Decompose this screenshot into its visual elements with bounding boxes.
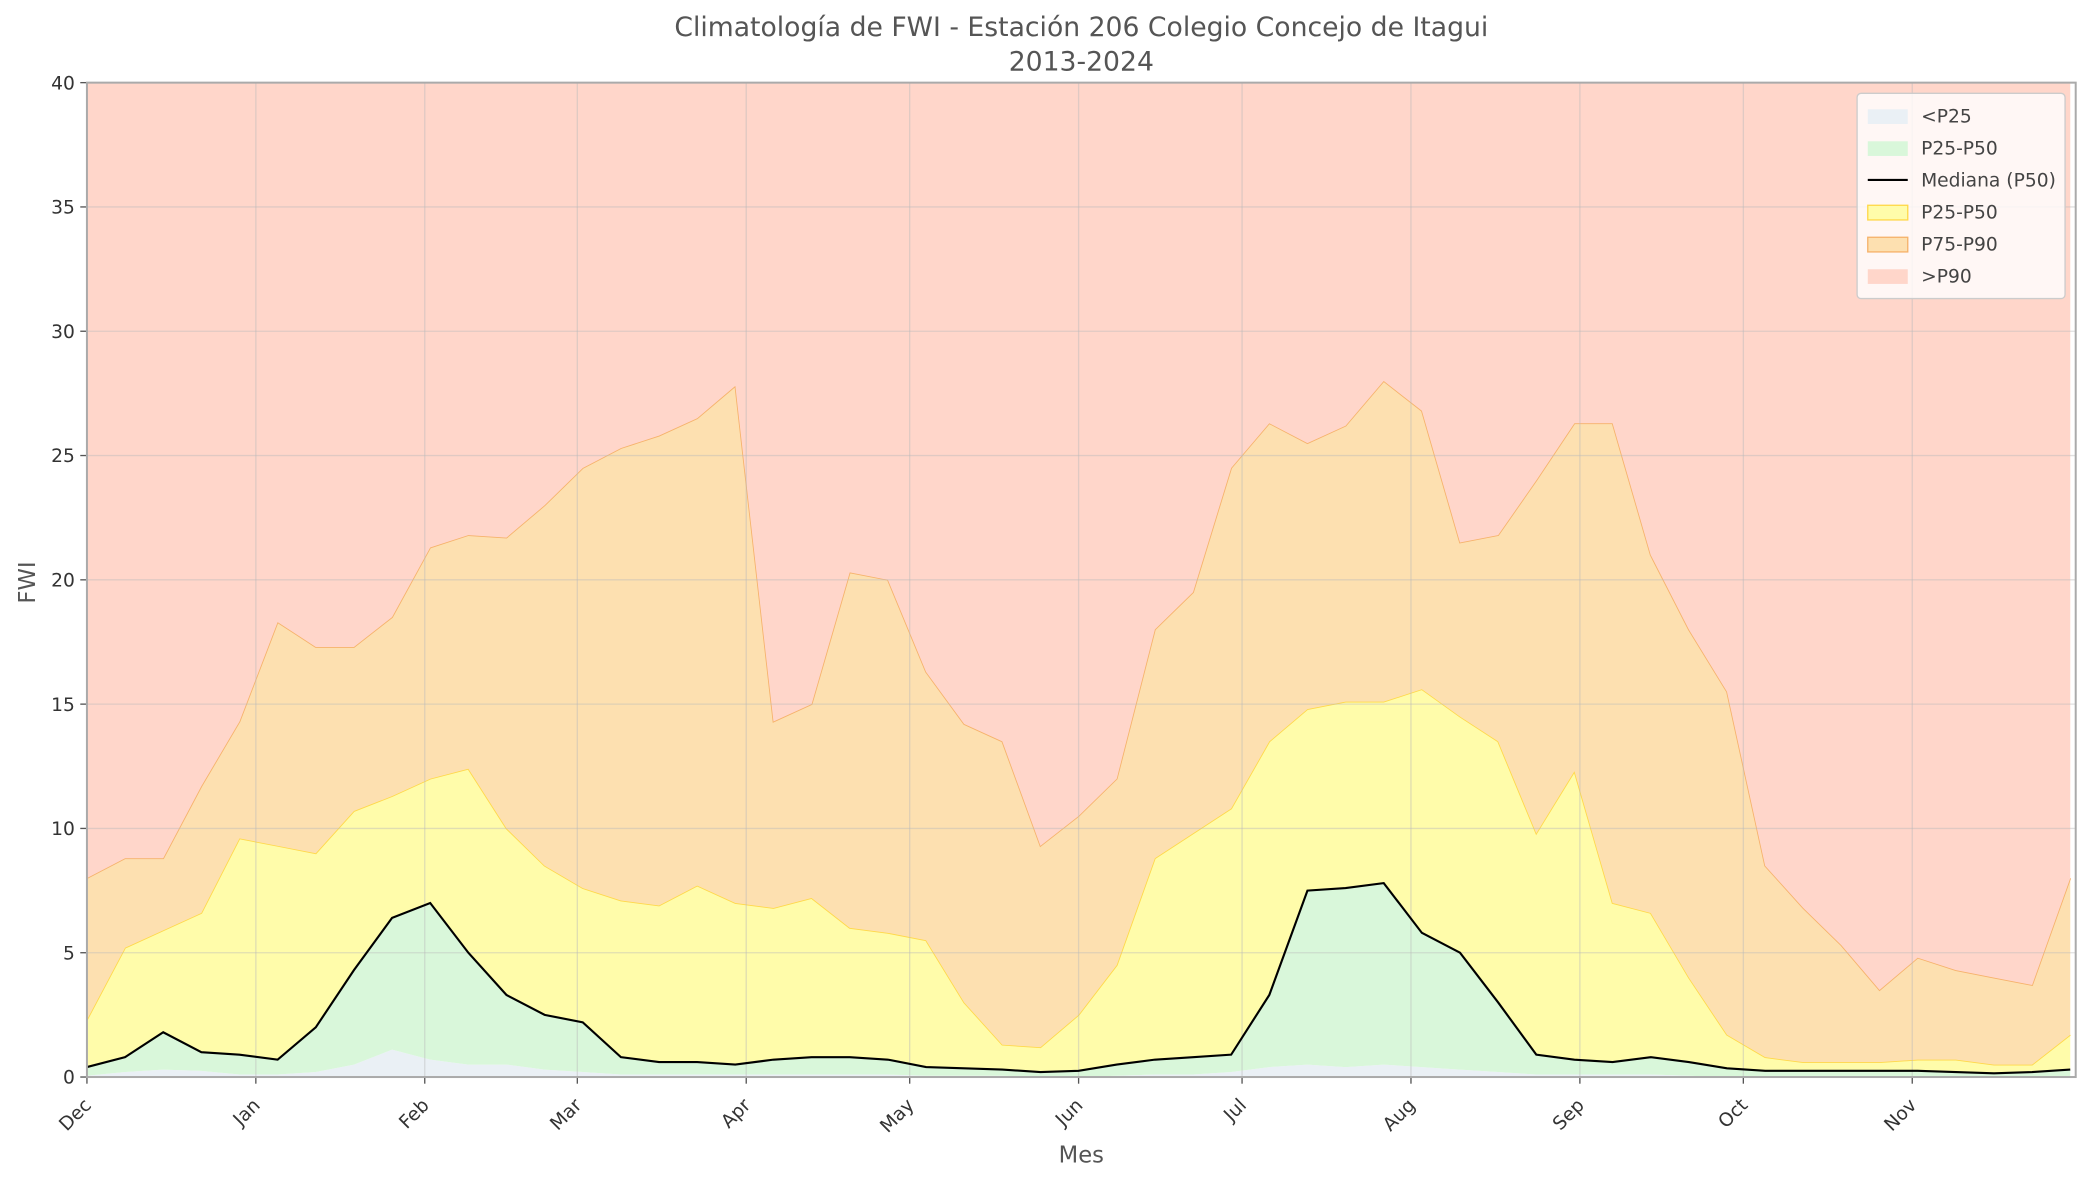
x-tick-label: Sep: [1549, 1095, 1589, 1135]
y-tick-label: 15: [51, 695, 75, 716]
legend-label: Mediana (P50): [1921, 171, 2056, 192]
x-tick-label: Feb: [395, 1095, 433, 1133]
x-tick-label: Aug: [1379, 1095, 1420, 1136]
x-tick-label: Nov: [1881, 1095, 1922, 1136]
x-axis-label: Mes: [1059, 1142, 1104, 1168]
legend-swatch: [1867, 204, 1909, 221]
plot-area: 0 5 10 15 20 25 30 35 40 Dec Jan Feb Mar Apr May Jun Jul…: [51, 73, 2077, 1137]
legend-label: >P90: [1921, 267, 1972, 288]
legend-swatch: [1867, 236, 1909, 253]
y-tick-label: 20: [51, 571, 75, 592]
legend-label: <P25: [1921, 107, 1972, 128]
y-tick-label: 30: [51, 322, 75, 343]
legend-swatch: [1867, 269, 1908, 284]
legend-box: [1856, 92, 2066, 300]
y-tick-label: 25: [51, 446, 75, 467]
chart-title: Climatología de FWI - Estación 206 Coleg…: [674, 12, 1488, 43]
x-tick-label: Mar: [546, 1095, 586, 1135]
legend-label: P25-P50: [1921, 139, 1998, 160]
median-line: [86, 881, 2071, 1075]
y-tick-label: 35: [51, 198, 75, 219]
x-tick-label: Jan: [229, 1095, 265, 1131]
legend: <P25 P25-P50 Mediana (P50) P25-P50 P75-P90 >P…: [1856, 92, 2066, 300]
x-tick-label: Oct: [1715, 1095, 1753, 1133]
y-tick-label: 40: [51, 73, 75, 94]
x-tick-label: Jul: [1219, 1095, 1250, 1126]
plot-frame: [85, 81, 2077, 1079]
x-tick-label: May: [876, 1095, 918, 1137]
x-tick-label: Dec: [55, 1095, 95, 1135]
y-tick-label: 0: [63, 1068, 75, 1089]
y-tick-label: 10: [51, 819, 75, 840]
legend-swatch: [1867, 109, 1908, 124]
y-axis-label: FWI: [15, 561, 41, 603]
x-tick-label: Apr: [717, 1095, 755, 1133]
chart-subtitle: 2013-2024: [1009, 47, 1154, 78]
y-tick-label: 5: [63, 943, 75, 964]
band-area: [86, 82, 2071, 991]
x-tick-label: Jun: [1051, 1095, 1087, 1131]
band-area: [86, 380, 2071, 1065]
band-area: [86, 689, 2071, 1074]
legend-label: P25-P50: [1921, 203, 1998, 224]
band-area: [86, 883, 2071, 1078]
legend-swatch: [1867, 141, 1908, 156]
band-area: [86, 1049, 2071, 1078]
legend-label: P75-P90: [1921, 235, 1998, 256]
